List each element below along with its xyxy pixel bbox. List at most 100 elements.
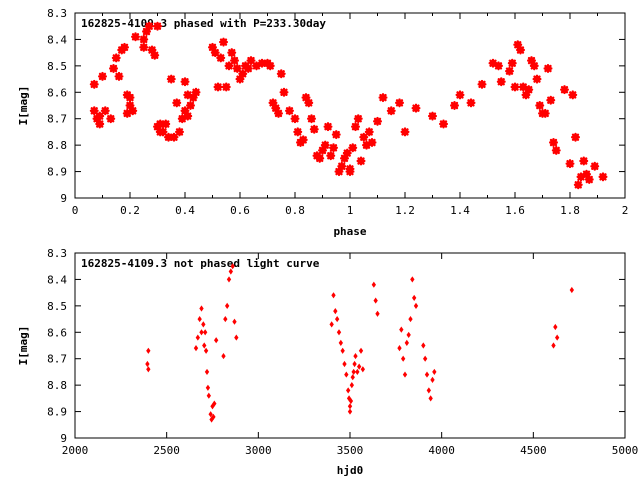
y-tick-label: 8.9: [47, 406, 67, 419]
data-point: [569, 286, 575, 294]
data-point: [145, 360, 150, 368]
y-tick-label: 8.5: [47, 60, 67, 73]
data-point: [193, 345, 199, 352]
data-point: [428, 111, 437, 121]
data-point: [228, 268, 234, 275]
data-point: [95, 111, 105, 121]
data-point: [219, 37, 228, 47]
data-point: [524, 85, 534, 95]
x-tick-label: 4000: [428, 444, 455, 457]
data-point: [400, 127, 410, 137]
data-point: [201, 321, 206, 328]
data-point: [402, 371, 408, 378]
data-point: [410, 276, 415, 283]
data-point: [166, 74, 176, 84]
data-point: [224, 61, 234, 71]
data-point: [234, 334, 239, 341]
data-point: [529, 61, 539, 71]
data-point: [331, 130, 341, 140]
data-point: [439, 119, 448, 129]
data-point: [513, 40, 523, 50]
data-point: [106, 114, 116, 124]
data-point: [197, 315, 202, 323]
data-point: [326, 151, 336, 161]
x-tick-label: 2000: [62, 444, 89, 457]
data-point: [428, 395, 433, 402]
data-point: [455, 90, 465, 100]
data-point: [221, 352, 226, 360]
data-point: [180, 106, 190, 116]
chart-title: 162825-4109.3 not phased light curve: [81, 257, 320, 270]
y-tick-label: 8.7: [47, 353, 67, 366]
data-point: [333, 308, 338, 315]
y-tick-label: 8.7: [47, 113, 67, 126]
y-tick-label: 9: [60, 192, 67, 205]
data-point: [268, 98, 278, 108]
data-point: [161, 119, 171, 129]
data-point: [271, 103, 281, 113]
data-point: [131, 32, 140, 42]
data-point: [353, 114, 363, 124]
data-point: [342, 148, 352, 158]
data-point: [204, 368, 210, 376]
data-point: [309, 124, 319, 134]
data-point: [364, 127, 374, 137]
x-tick-label: 2500: [153, 444, 180, 457]
data-point: [98, 71, 107, 81]
data-point: [546, 95, 556, 105]
x-axis-label: hjd0: [337, 464, 364, 477]
y-tick-label: 8.6: [47, 326, 67, 339]
data-point: [301, 93, 311, 103]
data-point: [505, 66, 514, 76]
data-point: [336, 329, 342, 336]
data-point: [516, 45, 525, 55]
data-point: [139, 42, 149, 52]
data-point: [320, 140, 330, 150]
data-point: [206, 392, 212, 399]
data-point: [340, 347, 345, 354]
data-point: [172, 98, 182, 108]
data-point: [521, 90, 531, 100]
data-point: [155, 119, 165, 129]
data-point: [356, 156, 366, 166]
data-point: [571, 132, 580, 142]
data-point: [125, 93, 135, 103]
data-point: [359, 132, 369, 142]
data-point: [432, 368, 437, 376]
data-point: [276, 69, 286, 79]
data-point: [590, 161, 600, 171]
data-point: [406, 331, 411, 339]
data-point: [125, 101, 135, 110]
data-point: [551, 342, 556, 349]
data-point: [527, 56, 536, 66]
data-point: [285, 106, 294, 116]
data-point: [565, 159, 575, 169]
data-point: [329, 321, 334, 328]
data-point: [147, 45, 157, 55]
data-point: [205, 384, 211, 391]
data-point: [120, 42, 129, 52]
data-point: [352, 360, 357, 368]
x-tick-label: 4500: [520, 444, 547, 457]
data-point: [265, 61, 275, 71]
data-point: [518, 82, 528, 92]
data-point: [348, 143, 358, 153]
data-point: [246, 56, 256, 66]
data-point: [213, 82, 223, 92]
data-point: [329, 143, 338, 153]
data-point: [150, 50, 160, 60]
data-point: [210, 48, 220, 58]
data-point: [424, 371, 430, 378]
data-point: [213, 337, 219, 344]
x-tick-label: 1.4: [450, 204, 470, 217]
data-point: [350, 374, 355, 381]
data-point: [360, 366, 366, 373]
data-point: [315, 153, 325, 163]
data-point: [216, 53, 226, 63]
data-point: [386, 106, 396, 116]
data-point: [188, 93, 198, 103]
data-point: [576, 172, 586, 182]
x-tick-label: 0: [72, 204, 79, 217]
data-point: [532, 74, 542, 84]
